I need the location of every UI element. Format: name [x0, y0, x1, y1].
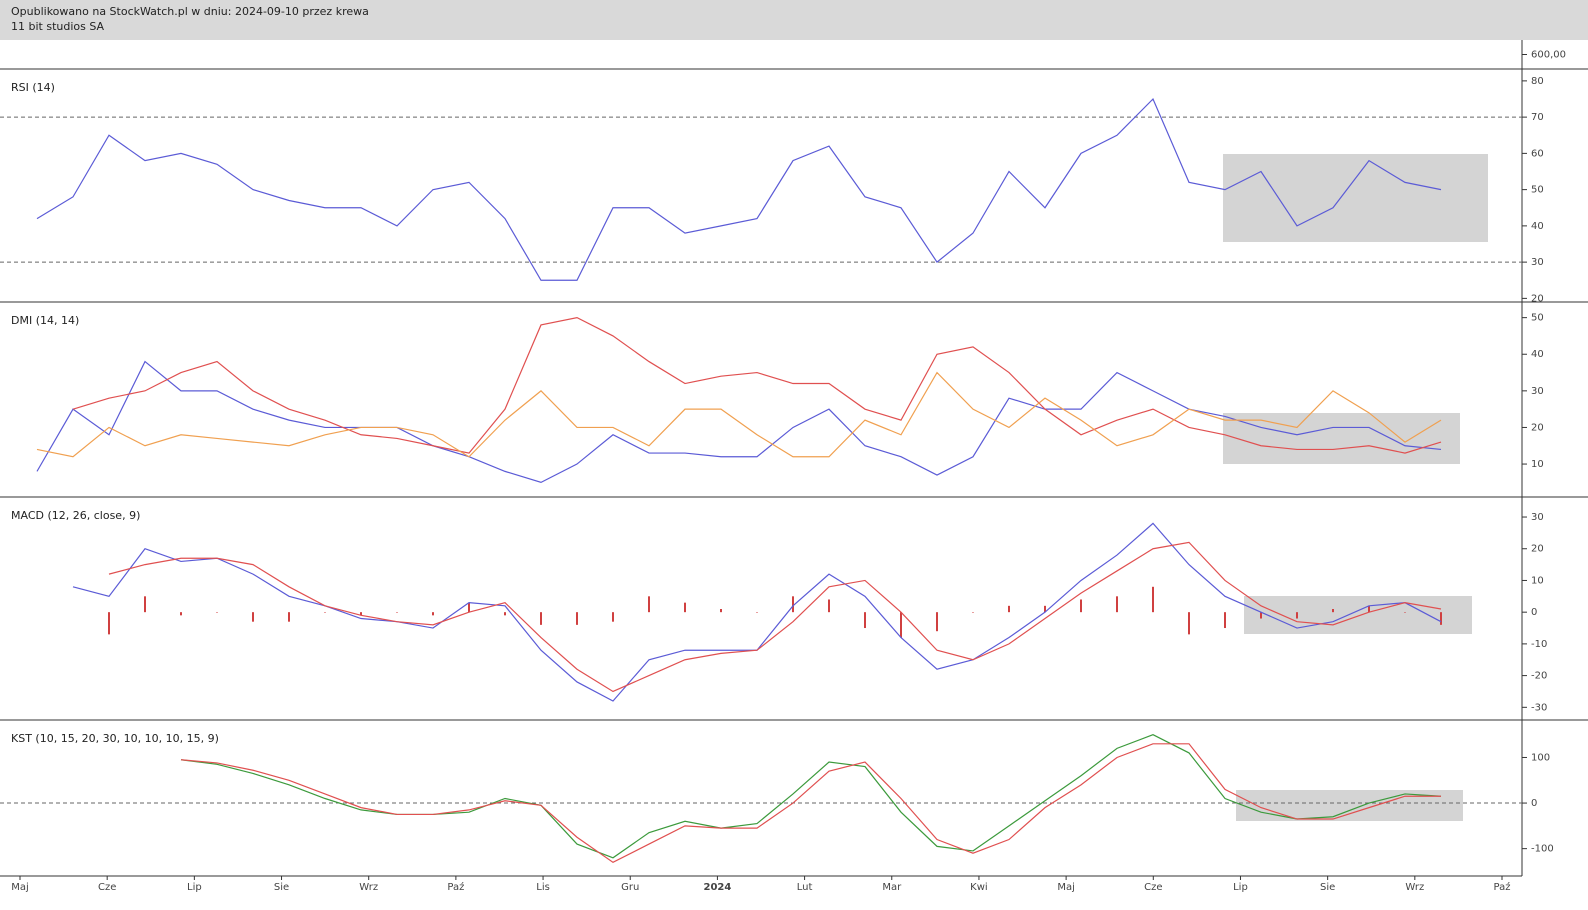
x-tick-label: Lis — [536, 882, 550, 893]
y-tick-label: 20 — [1531, 422, 1544, 433]
x-tick-label: Cze — [1144, 882, 1162, 893]
histogram-bar — [1044, 605, 1046, 613]
header-bar — [0, 0, 1588, 40]
y-tick-label: 50 — [1531, 313, 1544, 324]
y-tick-label: 70 — [1531, 112, 1544, 123]
y-tick-label: -30 — [1531, 702, 1547, 713]
histogram-bar — [684, 602, 686, 613]
panel-title: RSI (14) — [11, 81, 55, 94]
x-tick-label: Lip — [187, 882, 202, 893]
x-tick-label: Lip — [1233, 882, 1248, 893]
y-tick-label: -10 — [1531, 639, 1547, 650]
series-line — [108, 541, 1442, 693]
y-tick-label: 10 — [1531, 459, 1544, 470]
header-line: 11 bit studios SA — [11, 20, 105, 33]
highlight-box — [1223, 154, 1488, 242]
y-tick-label: -20 — [1531, 671, 1547, 682]
histogram-bar — [288, 612, 290, 622]
histogram-bar — [1332, 609, 1334, 613]
histogram-bar — [504, 612, 506, 616]
histogram-bar — [1296, 612, 1298, 619]
histogram-bar — [1188, 612, 1190, 635]
x-tick-label: Maj — [11, 882, 29, 893]
x-tick-label: Cze — [98, 882, 116, 893]
histogram-bar — [1404, 612, 1406, 613]
histogram-bar — [1116, 596, 1118, 613]
x-tick-label: Gru — [621, 882, 639, 893]
x-tick-label: Paź — [447, 881, 464, 893]
x-tick-label: Lut — [797, 882, 813, 893]
histogram-bar — [720, 609, 722, 613]
highlight-box — [1223, 413, 1460, 464]
panel-title: MACD (12, 26, close, 9) — [11, 509, 140, 522]
highlight-box — [1236, 790, 1463, 821]
histogram-bar — [432, 612, 434, 616]
histogram-bar — [180, 612, 182, 616]
histogram-bar — [360, 612, 362, 616]
histogram-bar — [324, 612, 326, 613]
histogram-bar — [828, 599, 830, 613]
histogram-bar — [1260, 612, 1262, 619]
histogram-bar — [1152, 586, 1154, 613]
x-tick-label: Maj — [1057, 882, 1075, 893]
panel-title: DMI (14, 14) — [11, 314, 79, 327]
histogram-bar — [756, 612, 758, 613]
highlight-box — [1244, 596, 1472, 634]
series-line — [36, 360, 1442, 484]
histogram-bar — [216, 612, 218, 613]
histogram-bar — [108, 612, 110, 635]
histogram-bar — [144, 596, 146, 613]
x-tick-label: Wrz — [1405, 882, 1424, 893]
series-line — [72, 522, 1442, 702]
histogram-bar — [1224, 612, 1226, 629]
header-line: Opublikowano na StockWatch.pl w dniu: 20… — [11, 5, 369, 18]
histogram-bar — [396, 612, 398, 613]
x-tick-label: Sie — [274, 882, 289, 893]
y-tick-label: 30 — [1531, 386, 1544, 397]
series-line — [36, 97, 1442, 281]
histogram-bar — [1008, 605, 1010, 613]
x-tick-label: Paź — [1494, 881, 1511, 893]
histogram-bar — [468, 602, 470, 613]
x-tick-label: 2024 — [703, 882, 731, 893]
panel-title: KST (10, 15, 20, 30, 10, 10, 10, 15, 9) — [11, 732, 219, 745]
y-tick-label: 100 — [1531, 752, 1550, 763]
y-tick-label: 20 — [1531, 544, 1544, 555]
x-tick-label: Wrz — [359, 882, 378, 893]
histogram-bar — [648, 596, 650, 613]
y-tick-label: 30 — [1531, 257, 1544, 268]
series-line — [72, 317, 1442, 454]
histogram-bar — [972, 612, 974, 613]
histogram-bar — [612, 612, 614, 622]
y-tick-label: 80 — [1531, 76, 1544, 87]
histogram-bar — [1368, 605, 1370, 613]
y-tick-label: 0 — [1531, 798, 1537, 809]
y-tick-label: 50 — [1531, 185, 1544, 196]
y-tick-label: 10 — [1531, 575, 1544, 586]
histogram-bar — [1440, 612, 1442, 625]
x-tick-label: Mar — [882, 882, 902, 893]
histogram-bar — [936, 612, 938, 632]
y-tick-label: 600,00 — [1531, 50, 1566, 61]
histogram-bar — [252, 612, 254, 622]
histogram-bar — [576, 612, 578, 625]
histogram-bar — [864, 612, 866, 629]
y-tick-label: -100 — [1531, 844, 1554, 855]
y-tick-label: 0 — [1531, 607, 1537, 618]
y-tick-label: 40 — [1531, 221, 1544, 232]
histogram-bar — [1080, 599, 1082, 613]
y-tick-label: 60 — [1531, 148, 1544, 159]
histogram-bar — [540, 612, 542, 625]
histogram-bar — [792, 596, 794, 613]
histogram-bar — [900, 612, 902, 638]
y-tick-label: 20 — [1531, 293, 1544, 304]
x-tick-label: Kwi — [970, 882, 988, 893]
x-tick-label: Sie — [1320, 882, 1335, 893]
y-tick-label: 40 — [1531, 349, 1544, 360]
y-tick-label: 30 — [1531, 512, 1544, 523]
series-line — [36, 371, 1442, 458]
series-line — [180, 743, 1441, 864]
